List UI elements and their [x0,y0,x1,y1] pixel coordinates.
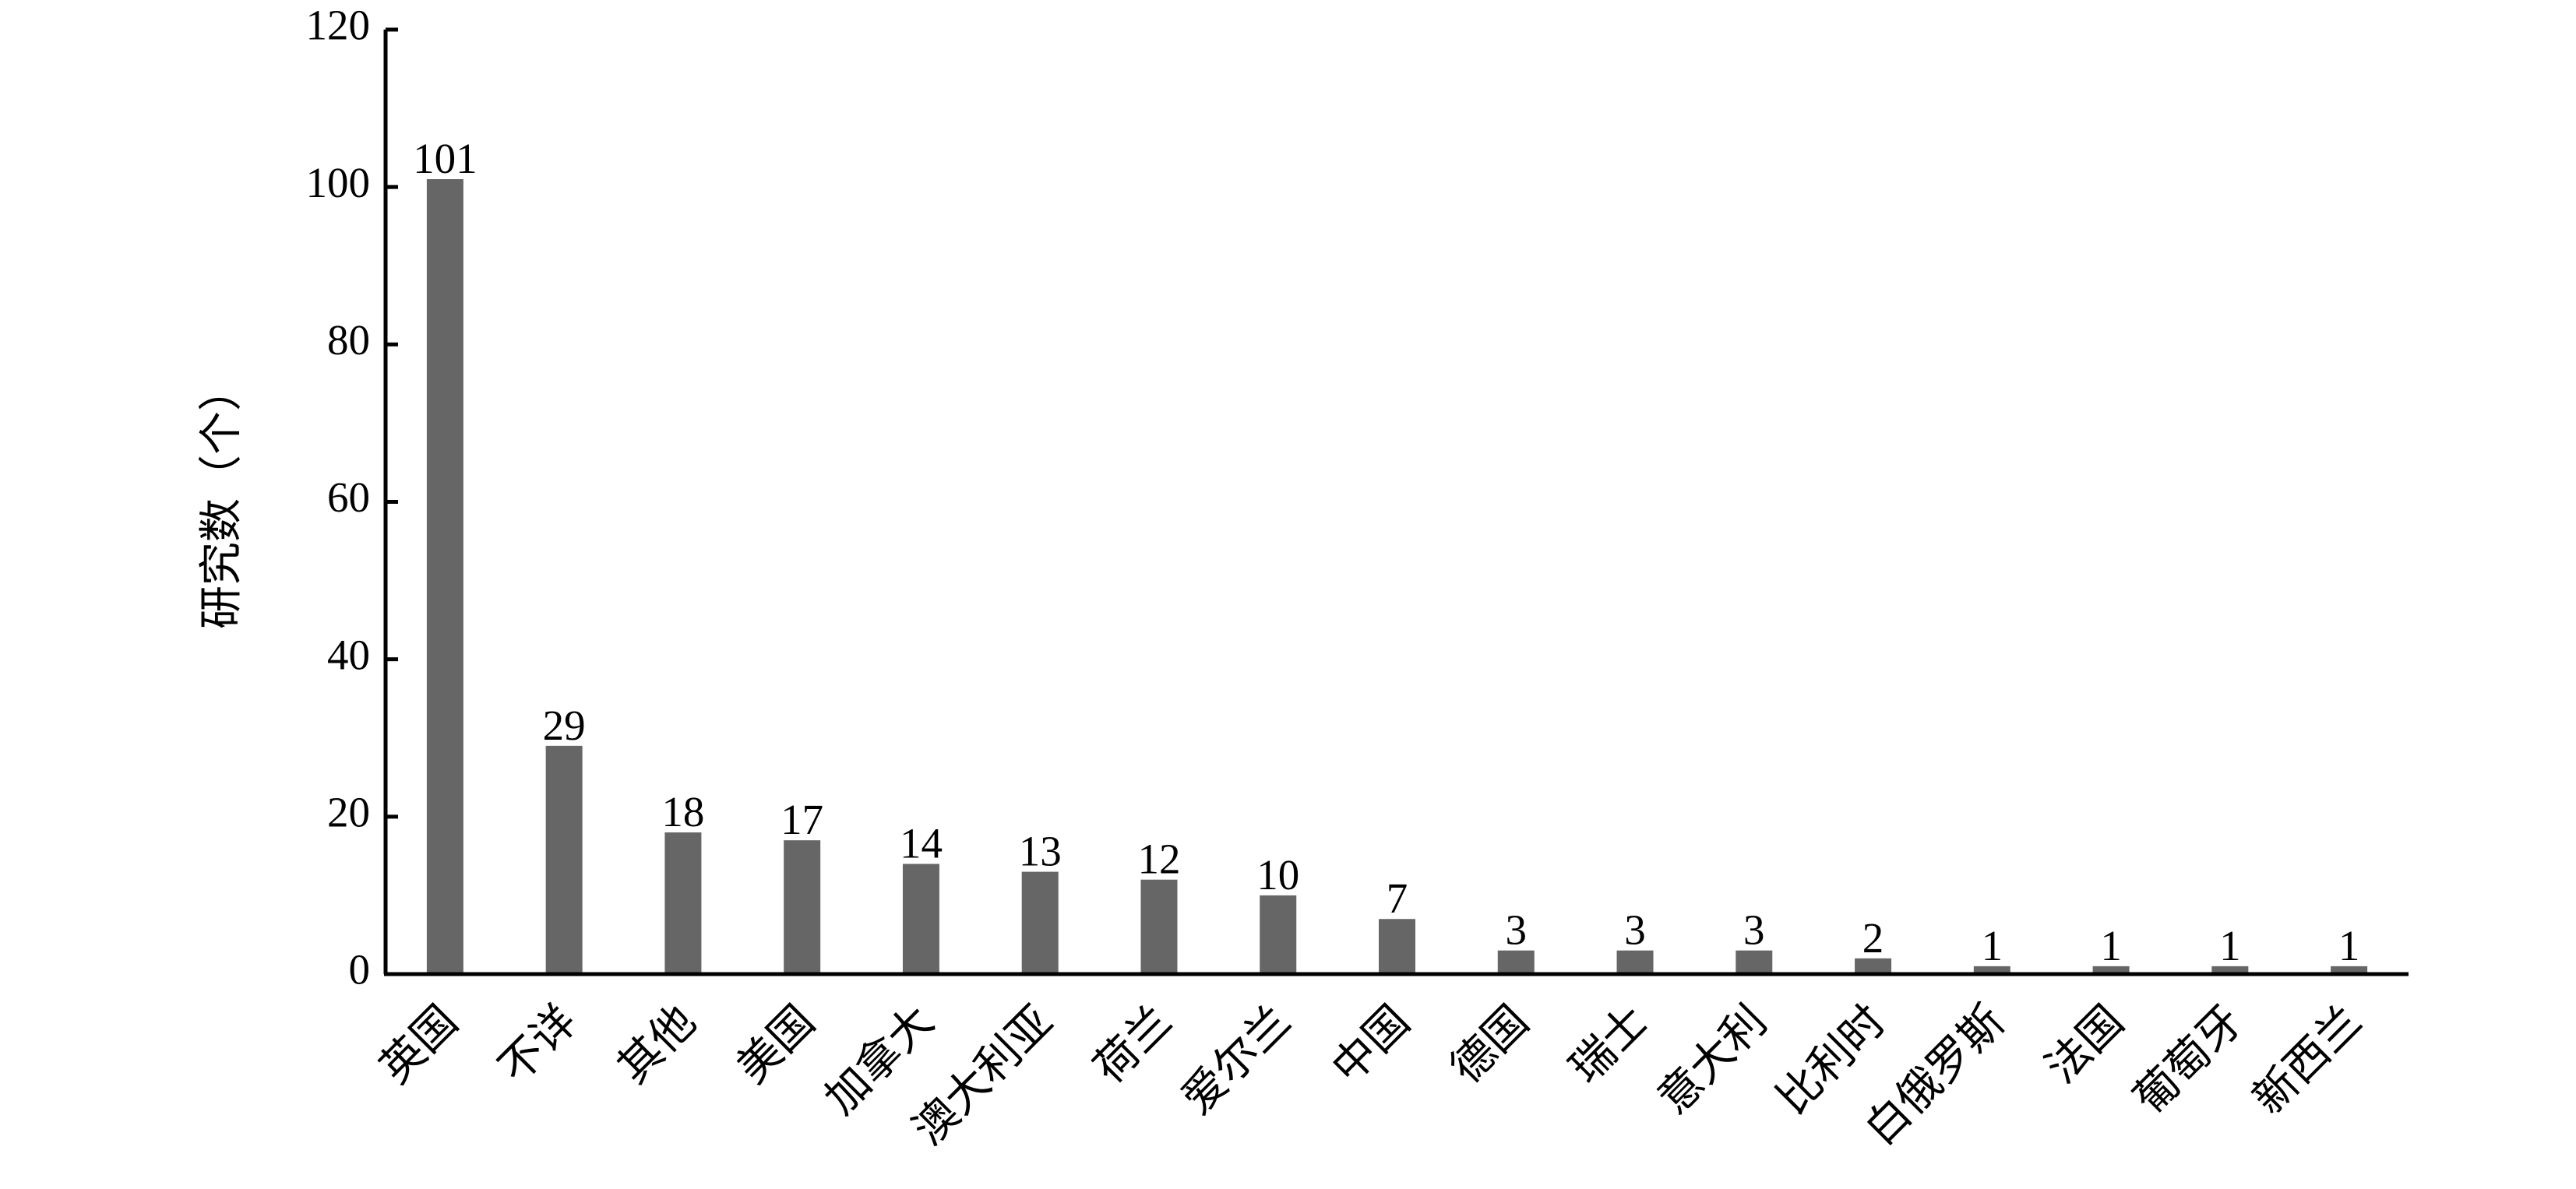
x-tick-label: 英国 [372,997,467,1092]
data-label: 3 [1624,906,1646,954]
bar [2092,966,2130,974]
x-tick-label: 意大利 [1649,997,1776,1124]
bar [2211,966,2249,974]
bar [545,745,583,974]
data-label: 10 [1256,851,1299,899]
data-label: 7 [1387,874,1408,922]
bar [1855,958,1892,974]
data-label: 3 [1506,906,1528,954]
x-tick-label: 不详 [490,997,586,1092]
data-label: 13 [1019,828,1062,875]
bar [1260,895,1297,974]
x-tick-label: 瑞士 [1561,997,1657,1092]
bar [1379,919,1415,974]
bar [2331,966,2368,974]
data-label: 14 [900,819,943,867]
y-tick-label: 20 [327,788,370,835]
x-tick-label: 中国 [1323,997,1419,1092]
y-tick-label: 120 [306,2,371,49]
data-label: 1 [2338,922,2360,969]
x-tick-label: 法国 [2037,997,2133,1092]
x-tick-label: 爱尔兰 [1173,997,1300,1124]
x-tick-label: 新西兰 [2244,997,2371,1124]
data-label: 29 [543,702,586,749]
y-tick-label: 80 [327,316,370,364]
bar [1736,950,1773,974]
y-axis-title: 研究数（个） [198,368,246,629]
bar [902,864,939,974]
y-tick-label: 100 [306,159,371,206]
bar [1616,950,1654,974]
bar [1140,879,1178,974]
x-tick-label: 荷兰 [1085,997,1181,1092]
data-label: 1 [2100,922,2122,969]
data-label: 1 [1982,922,2003,969]
x-tick-label: 德国 [1443,997,1538,1092]
data-label: 1 [2219,922,2241,969]
bar [1973,966,2010,974]
y-tick-label: 40 [327,631,370,678]
data-label: 17 [781,796,823,843]
data-label: 101 [413,135,477,182]
bar [664,832,702,974]
y-tick-label: 60 [327,473,370,521]
x-tick-label: 葡萄牙 [2125,997,2252,1124]
data-label: 3 [1743,906,1765,954]
bar [1021,871,1059,974]
x-tick-label: 美国 [728,997,824,1092]
bar [1497,950,1535,974]
bar [784,840,821,974]
y-tick-label: 0 [349,946,371,994]
data-label: 2 [1862,914,1884,962]
data-label: 18 [661,788,704,835]
x-tick-label: 其他 [609,997,705,1092]
data-label: 12 [1137,835,1180,883]
bar [426,179,463,974]
